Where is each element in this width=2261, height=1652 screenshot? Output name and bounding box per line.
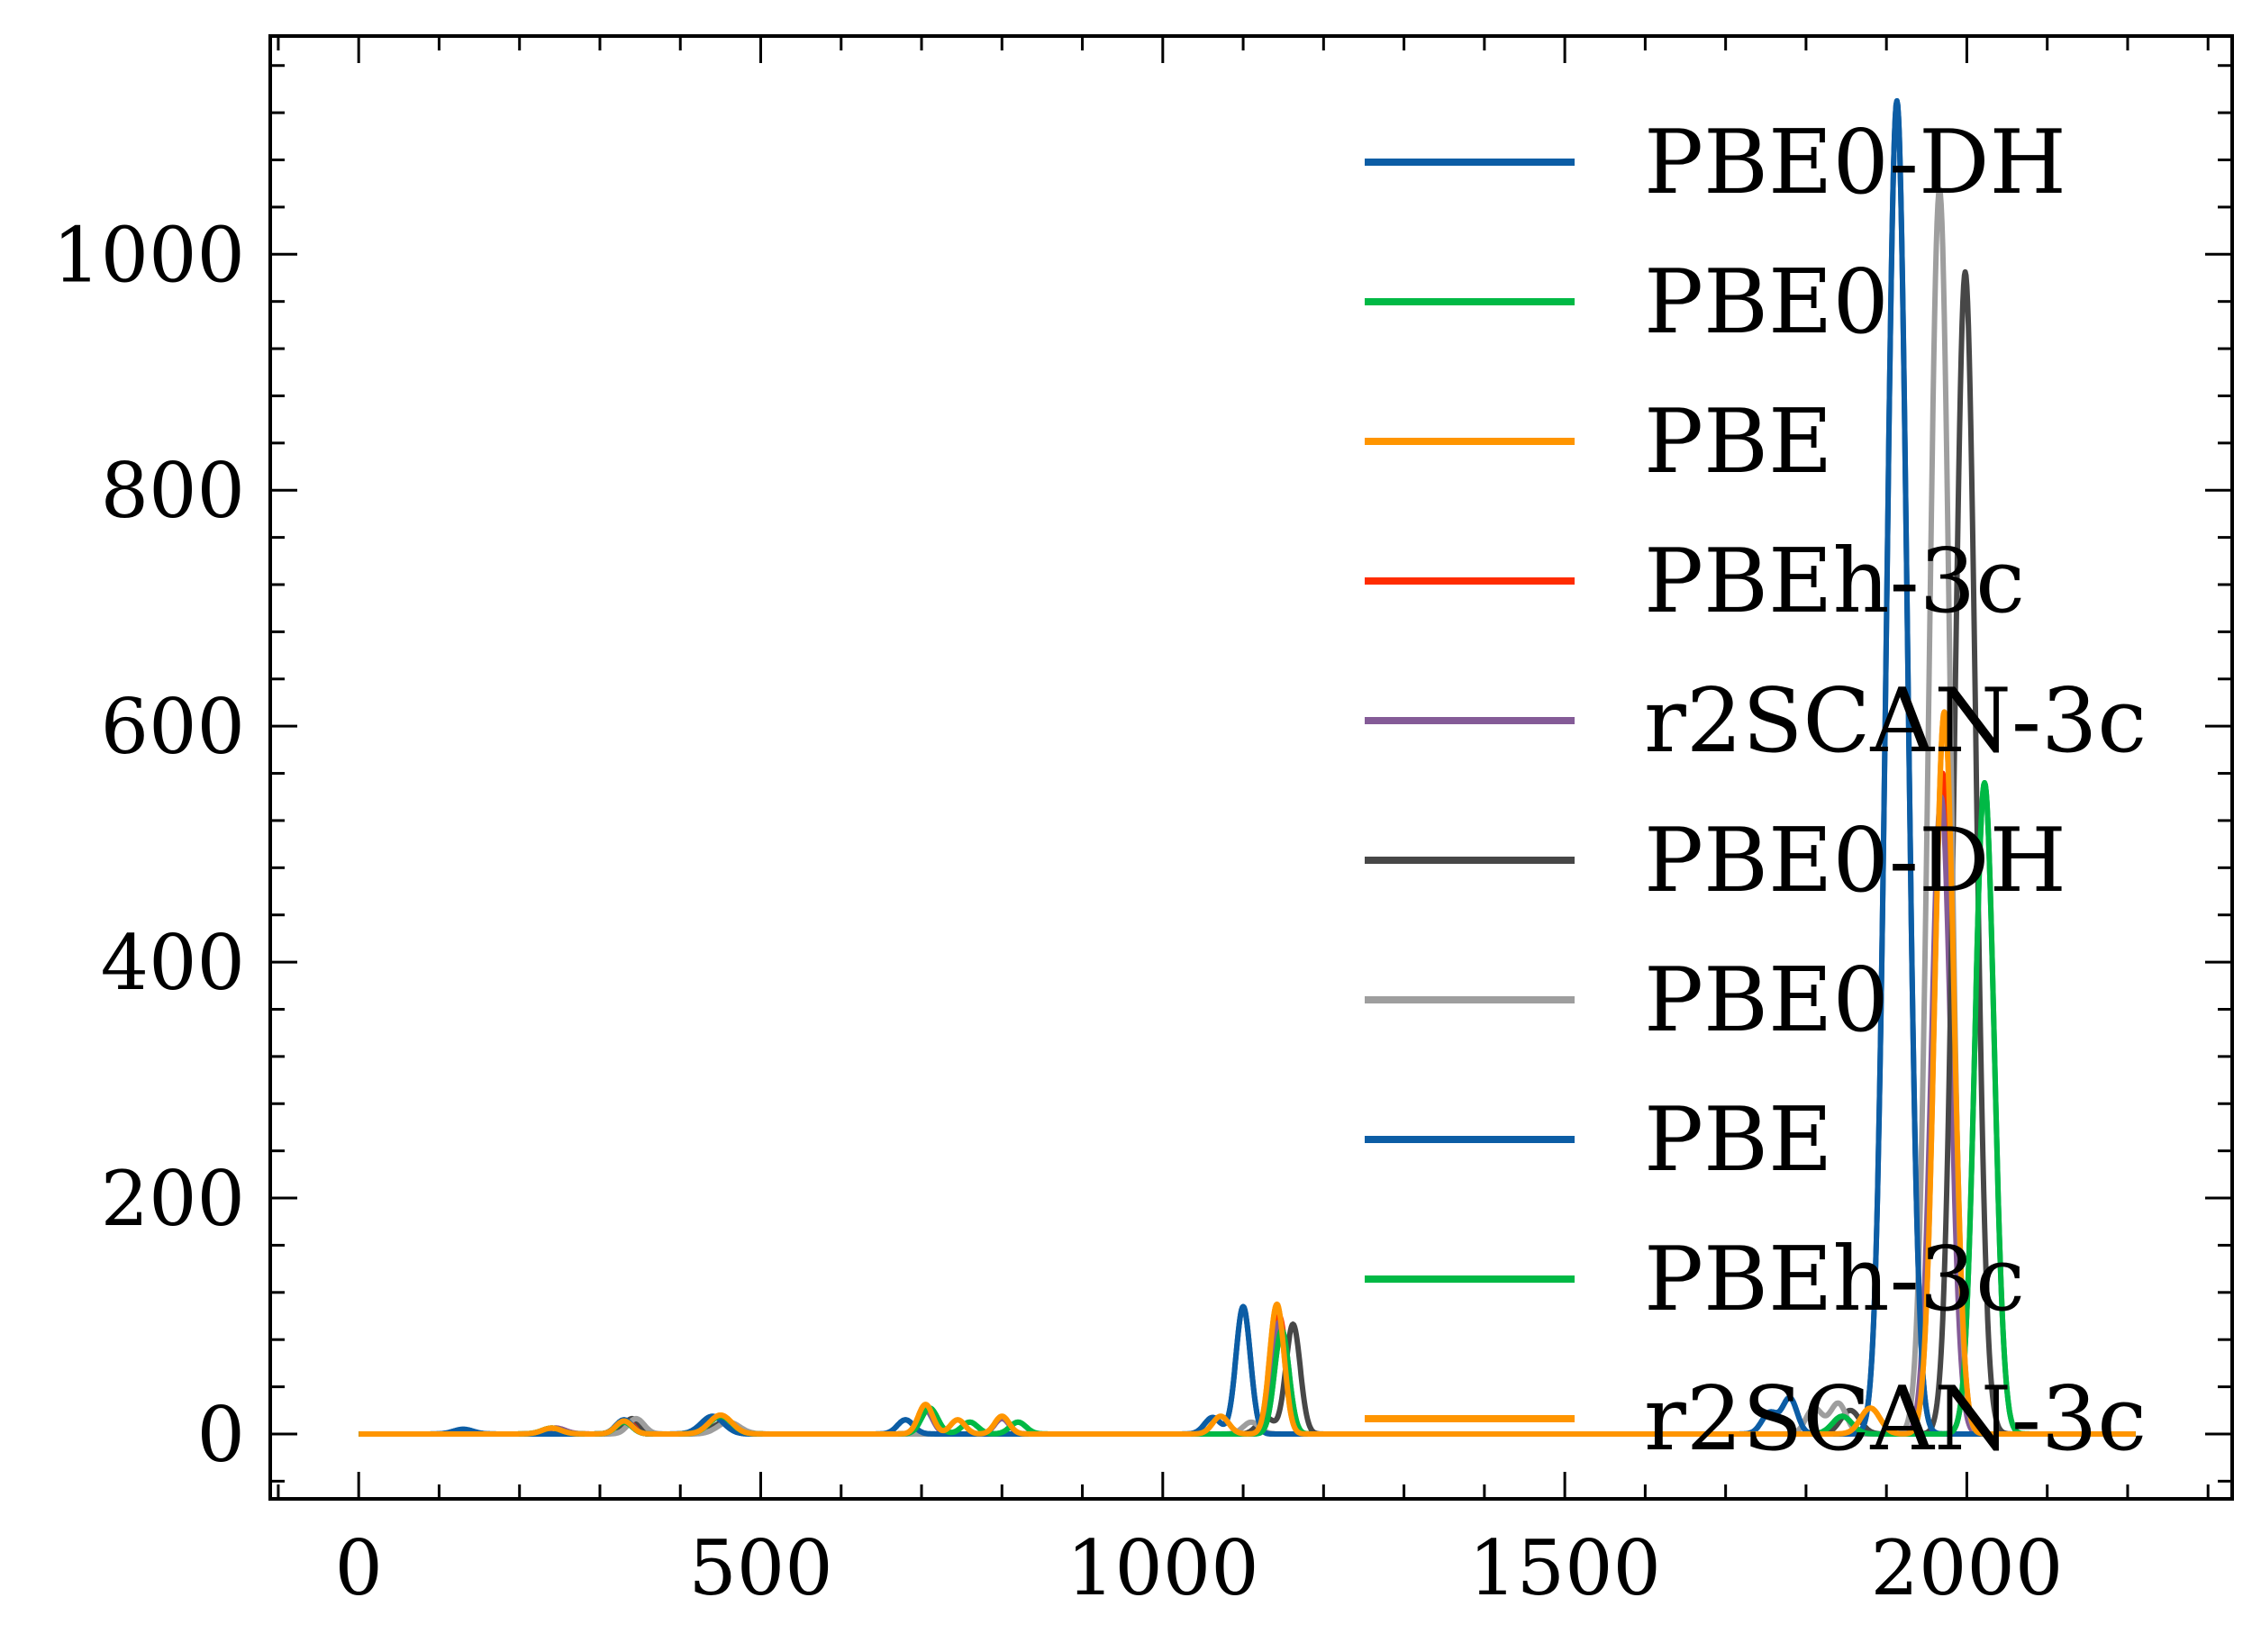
x-tick-label: 500 [688,1524,832,1612]
legend-label: PBE0-DH [1644,810,2066,912]
y-tick-label: 200 [101,1155,245,1243]
legend-label: r2SCAN-3c [1644,670,2147,773]
y-tick-label: 800 [101,447,245,535]
legend-label: PBE0 [1644,949,1889,1052]
legend-label: r2SCAN-3c [1644,1368,2147,1471]
x-tick-label: 1500 [1468,1524,1661,1612]
y-tick-label: 0 [197,1391,245,1479]
legend: PBE0-DH PBE0 PBE PBEh-3c r2SCAN-3c PBE0-DH PBE… [1365,112,2147,1471]
y-tick-label: 600 [101,683,245,771]
legend-label: PBEh-3c [1644,531,2025,633]
legend-label: PBE [1644,1089,1833,1192]
x-tick-label: 0 [334,1524,382,1612]
legend-label: PBEh-3c [1644,1229,2025,1331]
plot-frame [268,34,2234,1501]
legend-label: PBE0 [1644,251,1889,354]
legend-label: PBE [1644,391,1833,494]
series-line-10 [357,709,2138,1437]
ticks-layer: 0 500 1000 1500 2000 0 200 400 600 800 1000 [52,36,2232,1612]
series-layer [357,98,2138,1437]
x-tick-label: 1000 [1067,1524,1259,1612]
y-tick-label: 1000 [52,211,245,299]
x-tick-label: 2000 [1871,1524,2064,1612]
legend-label: PBE0-DH [1644,112,2066,214]
y-tick-label: 400 [101,919,245,1007]
